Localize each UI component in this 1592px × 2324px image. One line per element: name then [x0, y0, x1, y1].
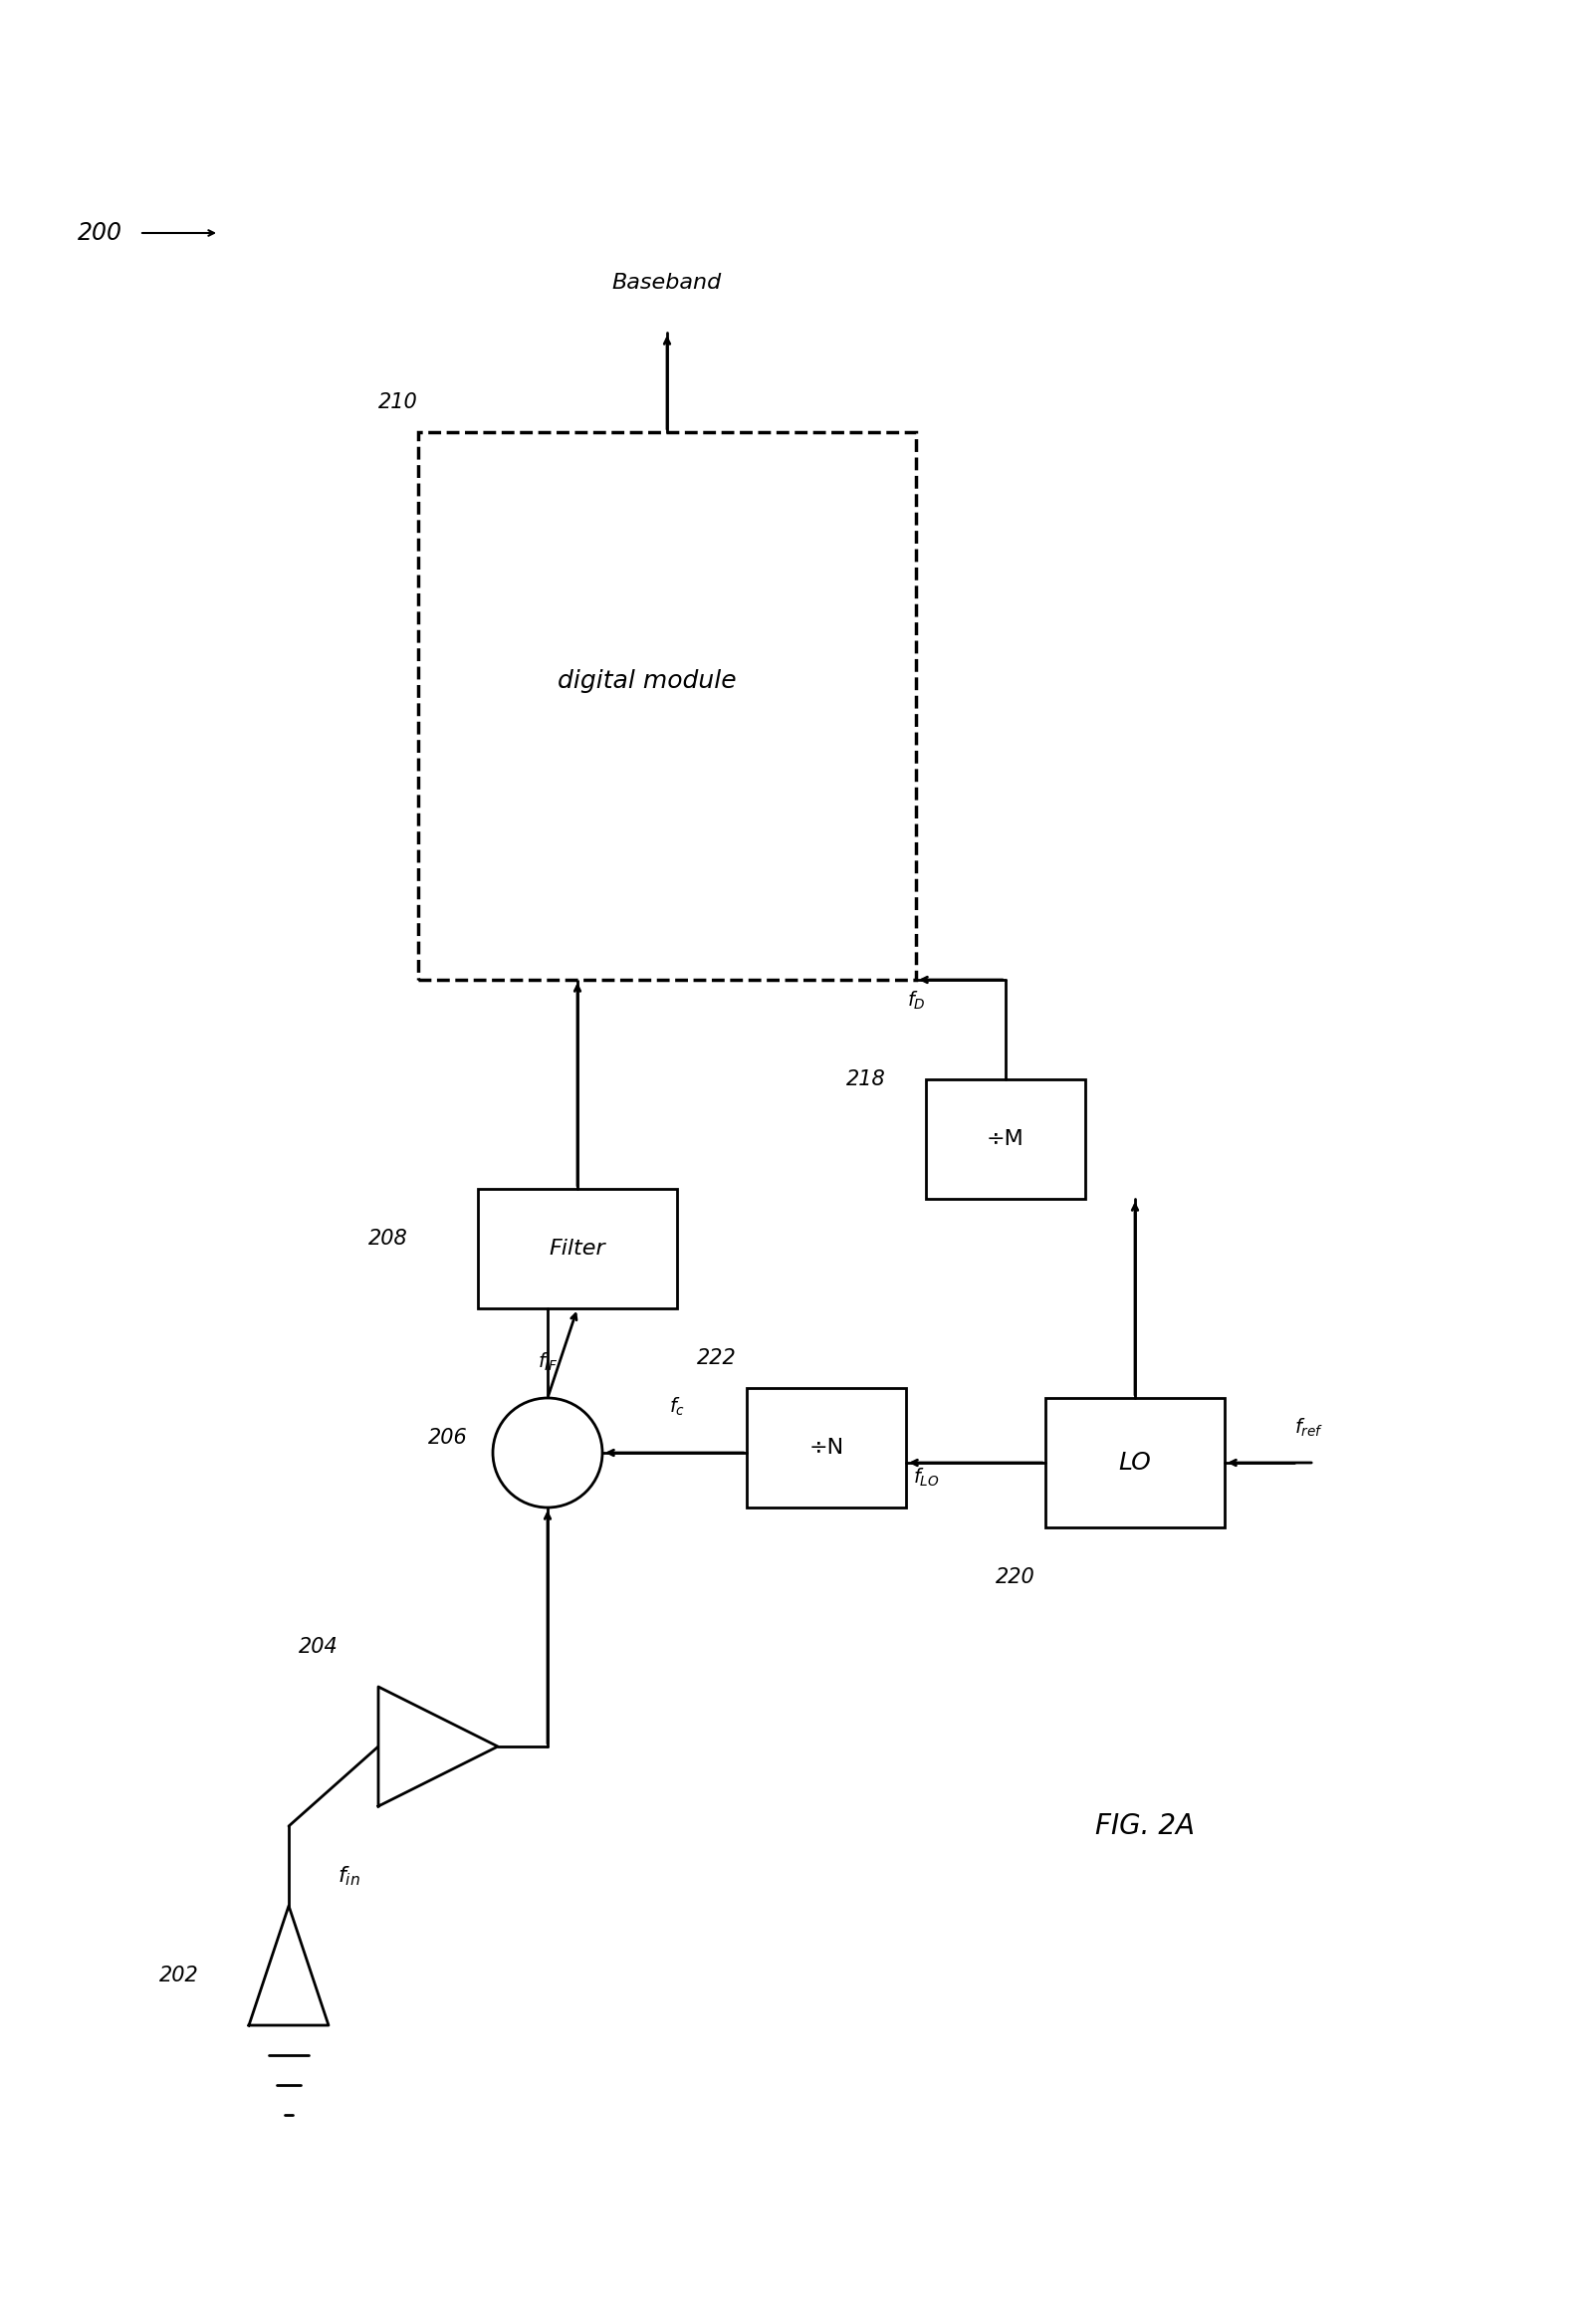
FancyBboxPatch shape	[927, 1078, 1086, 1199]
Text: 200: 200	[76, 221, 123, 244]
Text: FIG. 2A: FIG. 2A	[1095, 1813, 1194, 1841]
FancyBboxPatch shape	[478, 1190, 677, 1308]
Text: $f_c$: $f_c$	[669, 1397, 685, 1418]
Text: ÷N: ÷N	[809, 1439, 844, 1457]
Circle shape	[494, 1399, 602, 1508]
Text: digital module: digital module	[557, 669, 737, 693]
Text: ÷M: ÷M	[987, 1129, 1024, 1148]
Bar	[419, 432, 915, 981]
Text: Filter: Filter	[549, 1239, 605, 1260]
Text: 222: 222	[697, 1348, 737, 1369]
FancyBboxPatch shape	[747, 1387, 906, 1508]
Text: 220: 220	[995, 1566, 1035, 1587]
Text: 206: 206	[428, 1427, 468, 1448]
Text: $f_D$: $f_D$	[907, 990, 925, 1011]
Text: 202: 202	[159, 1966, 199, 1985]
Text: $f_{LO}$: $f_{LO}$	[912, 1466, 939, 1490]
Text: 218: 218	[847, 1069, 887, 1090]
Text: $f_{in}$: $f_{in}$	[338, 1864, 360, 1887]
Text: $f_{IF}$: $f_{IF}$	[537, 1350, 557, 1373]
Text: Baseband: Baseband	[613, 272, 721, 293]
Text: 210: 210	[379, 393, 419, 411]
Text: LO: LO	[1119, 1450, 1151, 1476]
FancyBboxPatch shape	[1046, 1399, 1224, 1527]
Polygon shape	[248, 1906, 328, 2024]
Text: $f_{ref}$: $f_{ref}$	[1294, 1418, 1323, 1439]
Text: 208: 208	[368, 1229, 408, 1248]
Text: 204: 204	[299, 1636, 339, 1657]
Polygon shape	[379, 1687, 498, 1806]
